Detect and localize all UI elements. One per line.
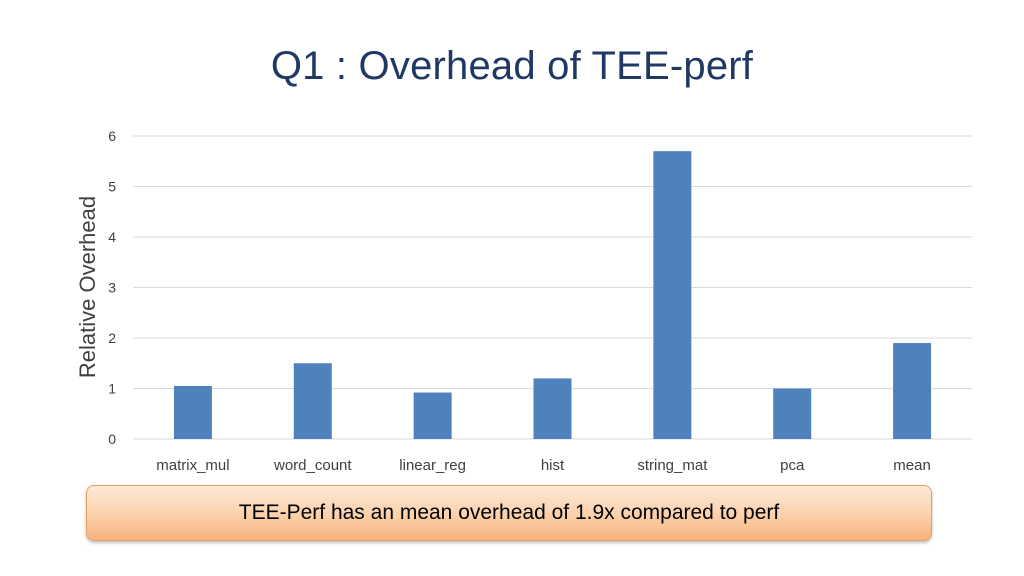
summary-callout: TEE-Perf has an mean overhead of 1.9x co… [86,485,932,541]
x-tick-label: word_count [273,457,352,474]
bars [173,151,932,439]
y-tick-label: 3 [108,280,116,296]
bar-word_count [293,363,332,439]
y-tick-label: 6 [108,128,116,144]
x-tick-label: matrix_mul [156,457,229,474]
x-tick-label: mean [893,457,931,474]
bar-linear_reg [413,392,452,439]
x-tick-label: pca [780,457,805,474]
bar-string_mat [653,151,692,439]
y-axis-ticks: 0 1 2 3 4 5 6 [108,128,116,447]
x-tick-label: linear_reg [399,457,466,474]
bar-mean [893,343,932,439]
x-tick-label: string_mat [637,457,708,474]
callout-text: TEE-Perf has an mean overhead of 1.9x co… [238,501,780,524]
slide-title: Q1 : Overhead of TEE-perf [270,44,754,88]
y-axis-label: Relative Overhead [75,196,100,378]
x-tick-label: hist [541,457,565,474]
y-tick-label: 4 [108,229,116,245]
bar-matrix_mul [173,385,212,439]
bar-hist [533,378,572,439]
y-tick-label: 0 [108,431,116,447]
bar-pca [773,388,812,439]
y-tick-label: 2 [108,330,116,346]
y-tick-label: 1 [108,381,116,397]
x-axis-ticks: matrix_mul word_count linear_reg hist string… [156,457,931,474]
y-tick-label: 5 [108,179,116,195]
